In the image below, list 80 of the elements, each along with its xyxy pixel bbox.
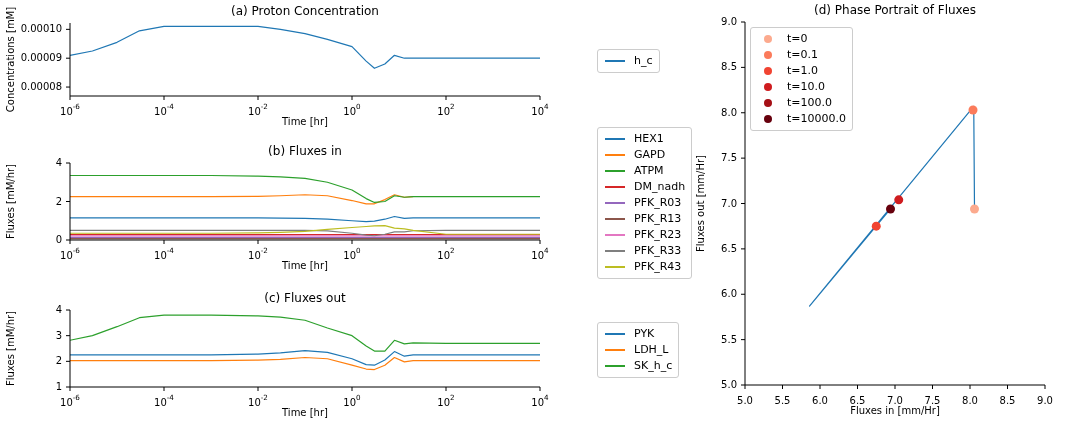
x-tick-label: 10$^{-2}$ <box>248 393 268 408</box>
legend-label: t=10000.0 <box>787 111 847 127</box>
y-tick-label: 9.0 <box>721 16 737 27</box>
legend-label: DM_nadh <box>634 178 686 195</box>
x-tick-label: 10$^{0}$ <box>343 393 362 408</box>
x-tick-label: 10$^{0}$ <box>343 102 362 117</box>
x-tick-label: 10$^{2}$ <box>437 246 455 261</box>
legend-label: t=1.0 <box>787 63 819 79</box>
x-tick-label: 10$^{-6}$ <box>60 102 81 117</box>
y-tick-label: 2 <box>55 195 62 207</box>
x-tick-label: 7.5 <box>924 395 941 406</box>
x-tick-label: 10$^{-4}$ <box>154 246 175 261</box>
y-tick-label: 3 <box>55 329 62 341</box>
legend-label: PFK_R43 <box>634 258 682 275</box>
x-tick-label: 10$^{4}$ <box>531 102 550 117</box>
legend-label: PFK_R03 <box>634 194 682 211</box>
y-tick-label: 0 <box>55 234 62 245</box>
x-tick-label: 8.0 <box>962 395 978 406</box>
point <box>886 204 895 214</box>
legend-label: t=100.0 <box>787 95 833 111</box>
x-tick-label: 10$^{0}$ <box>343 246 362 261</box>
legend-label: PYK <box>634 325 655 342</box>
y-axis-title: Fluxes out [mm/Hr] <box>694 154 706 252</box>
y-tick-label: 4 <box>55 157 62 168</box>
chart-title: (a) Proton Concentration <box>230 4 380 18</box>
legend-label: t=0 <box>787 31 808 47</box>
point <box>968 105 978 115</box>
x-tick-label: 10$^{-4}$ <box>154 393 175 408</box>
x-tick-label: 8.5 <box>999 395 1016 406</box>
chart-title: (b) Fluxes in <box>267 144 343 158</box>
legend-label: t=0.1 <box>787 47 819 63</box>
x-tick-label: 10$^{2}$ <box>437 393 455 408</box>
x-axis-title: Time [hr] <box>281 116 329 128</box>
x-tick-label: 9.0 <box>1037 395 1053 406</box>
legend-label: PFK_R23 <box>634 226 682 243</box>
x-axis-title: Fluxes in [mm/Hr] <box>849 405 941 417</box>
y-tick-label: 5.0 <box>721 379 737 390</box>
chart-title: (c) Fluxes out <box>263 291 347 305</box>
legend-label: h_c <box>634 52 653 69</box>
x-tick-label: 10$^{-6}$ <box>60 246 81 261</box>
x-tick-label: 6.0 <box>812 395 828 406</box>
y-tick-label: 0.00008 <box>20 81 62 93</box>
x-tick-label: 10$^{2}$ <box>437 102 455 117</box>
x-tick-label: 10$^{4}$ <box>531 246 550 261</box>
legend-label: HEX1 <box>634 130 664 147</box>
legend-label: t=10.0 <box>787 79 826 95</box>
x-axis-title: Time [hr] <box>281 260 329 272</box>
x-tick-label: 7.0 <box>887 395 903 406</box>
y-axis-title: Fluxes [mM/hr] <box>4 310 16 387</box>
x-tick-label: 10$^{4}$ <box>531 393 550 408</box>
x-tick-label: 10$^{-2}$ <box>248 102 268 117</box>
y-tick-label: 4 <box>55 304 62 315</box>
y-axis-title: Fluxes [mM/hr] <box>4 163 16 240</box>
legend-label: PFK_R13 <box>634 210 682 227</box>
y-tick-label: 6.0 <box>721 288 737 300</box>
y-tick-label: 5.5 <box>721 333 737 345</box>
y-tick-label: 7.5 <box>721 152 737 164</box>
legend-label: SK_h_c <box>634 357 673 374</box>
chart-title: (d) Phase Portrait of Fluxes <box>813 3 977 17</box>
point <box>970 204 979 214</box>
x-tick-label: 5.5 <box>774 395 791 406</box>
x-tick-label: 6.5 <box>849 395 866 406</box>
point <box>894 195 904 205</box>
y-tick-label: 7.0 <box>721 197 737 209</box>
y-tick-label: 8.5 <box>721 61 737 73</box>
legend-label: PFK_R33 <box>634 242 682 259</box>
y-axis-title: Concentrations [mM] <box>4 6 16 113</box>
x-tick-label: 10$^{-6}$ <box>60 393 81 408</box>
x-axis-title: Time [hr] <box>281 407 329 419</box>
y-tick-label: 2 <box>55 355 62 367</box>
y-tick-label: 0.00009 <box>20 52 62 64</box>
x-tick-label: 5.0 <box>737 395 753 406</box>
legend-label: LDH_L <box>634 341 669 358</box>
point <box>871 221 881 231</box>
x-tick-label: 10$^{-4}$ <box>154 102 175 117</box>
y-tick-label: 1 <box>55 381 62 392</box>
legend-label: ATPM <box>634 162 664 179</box>
legend-label: GAPD <box>634 146 666 163</box>
y-tick-label: 0.00010 <box>20 23 62 35</box>
x-tick-label: 10$^{-2}$ <box>248 246 268 261</box>
